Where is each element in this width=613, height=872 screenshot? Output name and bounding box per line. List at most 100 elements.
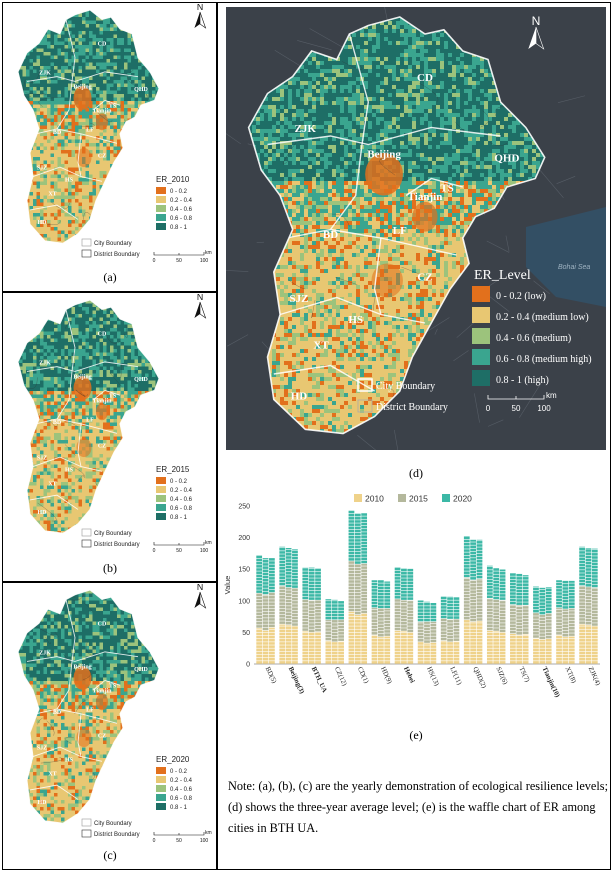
waffle-cell-2020 xyxy=(292,566,298,569)
waffle-cell-2010 xyxy=(533,654,539,658)
waffle-cell-2015 xyxy=(545,629,552,633)
waffle-cell-2015 xyxy=(522,615,529,619)
waffle-cell-2015 xyxy=(338,635,344,638)
waffle-cell-2020 xyxy=(371,595,378,598)
waffle-cell-2015 xyxy=(262,618,269,621)
waffle-cell-2010 xyxy=(533,639,539,642)
legend-swatch xyxy=(156,486,166,493)
waffle-cell-2015 xyxy=(539,620,546,624)
waffle-cell-2010 xyxy=(348,632,355,636)
waffle-cell-2010 xyxy=(476,629,483,633)
waffle-cell-2020 xyxy=(302,568,309,571)
waffle-cell-2010 xyxy=(279,639,286,642)
waffle-cell-2010 xyxy=(256,654,263,658)
waffle-cell-2015 xyxy=(499,626,506,629)
x-tick-label: Tianjin(10) xyxy=(541,666,561,699)
waffle-cell-2020 xyxy=(493,571,500,574)
waffle-cell-2010 xyxy=(440,657,447,661)
waffle-cell-2015 xyxy=(292,620,298,623)
waffle-cell-2015 xyxy=(285,606,292,609)
waffle-cell-2010 xyxy=(354,657,361,661)
legend-swatch xyxy=(156,513,166,520)
waffle-cell-2010 xyxy=(476,654,483,658)
waffle-cell-2020 xyxy=(401,575,407,578)
waffle-cell-2020 xyxy=(522,575,529,577)
waffle-cell-2010 xyxy=(292,657,298,661)
waffle-cell-2015 xyxy=(308,610,315,614)
waffle-cell-2020 xyxy=(476,566,483,569)
waffle-cell-2020 xyxy=(545,601,552,604)
city-label-cd: CD xyxy=(98,622,107,628)
waffle-cell-2020 xyxy=(516,596,523,599)
waffle-cell-2010 xyxy=(476,623,483,626)
waffle-cell-2010 xyxy=(354,629,361,633)
waffle-cell-2015 xyxy=(269,618,275,621)
legend-item-label: 0.6 - 0.8 xyxy=(170,796,193,802)
waffle-cell-2015 xyxy=(348,580,355,583)
waffle-cell-2020 xyxy=(591,549,598,553)
waffle-cell-2020 xyxy=(568,592,575,596)
legend-item-label: 0.6 - 0.8 xyxy=(170,506,193,512)
waffle-cell-2015 xyxy=(348,586,355,590)
waffle-cell-2015 xyxy=(394,602,401,605)
waffle-cell-2020 xyxy=(308,575,315,578)
waffle-cell-2015 xyxy=(440,637,447,641)
waffle-cell-2020 xyxy=(354,520,361,523)
waffle-cell-2010 xyxy=(585,645,592,648)
north-label: N xyxy=(197,294,203,302)
waffle-cell-2020 xyxy=(476,544,483,547)
waffle-cell-2015 xyxy=(401,600,407,603)
waffle-cell-2015 xyxy=(384,630,391,633)
waffle-cell-2020 xyxy=(447,600,453,604)
waffle-cell-2010 xyxy=(493,651,500,655)
waffle-cell-2020 xyxy=(585,580,592,584)
city-label-tianjin: Tianjin xyxy=(408,191,443,203)
waffle-cell-2015 xyxy=(338,638,344,641)
waffle-cell-2015 xyxy=(493,612,500,616)
waffle-cell-2015 xyxy=(285,615,292,619)
waffle-cell-2015 xyxy=(256,593,263,597)
waffle-cell-2015 xyxy=(440,618,447,622)
waffle-cell-2020 xyxy=(331,613,338,617)
waffle-cell-2015 xyxy=(269,615,275,618)
waffle-cell-2020 xyxy=(516,583,523,586)
city-label-zjk: ZJK xyxy=(39,70,51,76)
waffle-cell-2010 xyxy=(285,635,292,639)
waffle-cell-2010 xyxy=(361,648,368,652)
waffle-cell-2015 xyxy=(516,625,523,629)
waffle-cell-2010 xyxy=(463,626,470,629)
waffle-cell-2015 xyxy=(463,601,470,604)
waffle-cell-2015 xyxy=(338,632,344,635)
city-label-hs: HS xyxy=(348,314,363,326)
waffle-cell-2020 xyxy=(371,604,378,608)
waffle-cell-2020 xyxy=(279,560,286,564)
waffle-cell-2020 xyxy=(463,549,470,552)
waffle-cell-2010 xyxy=(585,661,592,664)
waffle-cell-2010 xyxy=(545,654,552,658)
waffle-cell-2015 xyxy=(285,596,292,600)
waffle-cell-2015 xyxy=(262,611,269,615)
waffle-cell-2015 xyxy=(470,606,477,609)
waffle-cell-2020 xyxy=(493,593,500,597)
waffle-cell-2020 xyxy=(470,551,477,555)
waffle-cell-2015 xyxy=(476,596,483,599)
waffle-cell-2015 xyxy=(285,602,292,606)
waffle-cell-2015 xyxy=(292,616,298,620)
waffle-cell-2015 xyxy=(371,619,378,622)
waffle-cell-2020 xyxy=(348,536,355,539)
waffle-cell-2010 xyxy=(315,661,321,664)
waffle-cell-2020 xyxy=(269,567,275,571)
waffle-cell-2010 xyxy=(285,642,292,645)
waffle-cell-2020 xyxy=(256,565,263,568)
waffle-cell-2020 xyxy=(545,591,552,595)
waffle-cell-2015 xyxy=(377,633,384,637)
waffle-cell-2020 xyxy=(285,548,292,550)
waffle-cell-2015 xyxy=(499,601,506,604)
legend-title: ER_Level xyxy=(474,268,531,283)
waffle-cell-2010 xyxy=(302,631,309,633)
city-label-ts: TS xyxy=(109,684,117,690)
waffle-cell-2020 xyxy=(361,529,368,532)
